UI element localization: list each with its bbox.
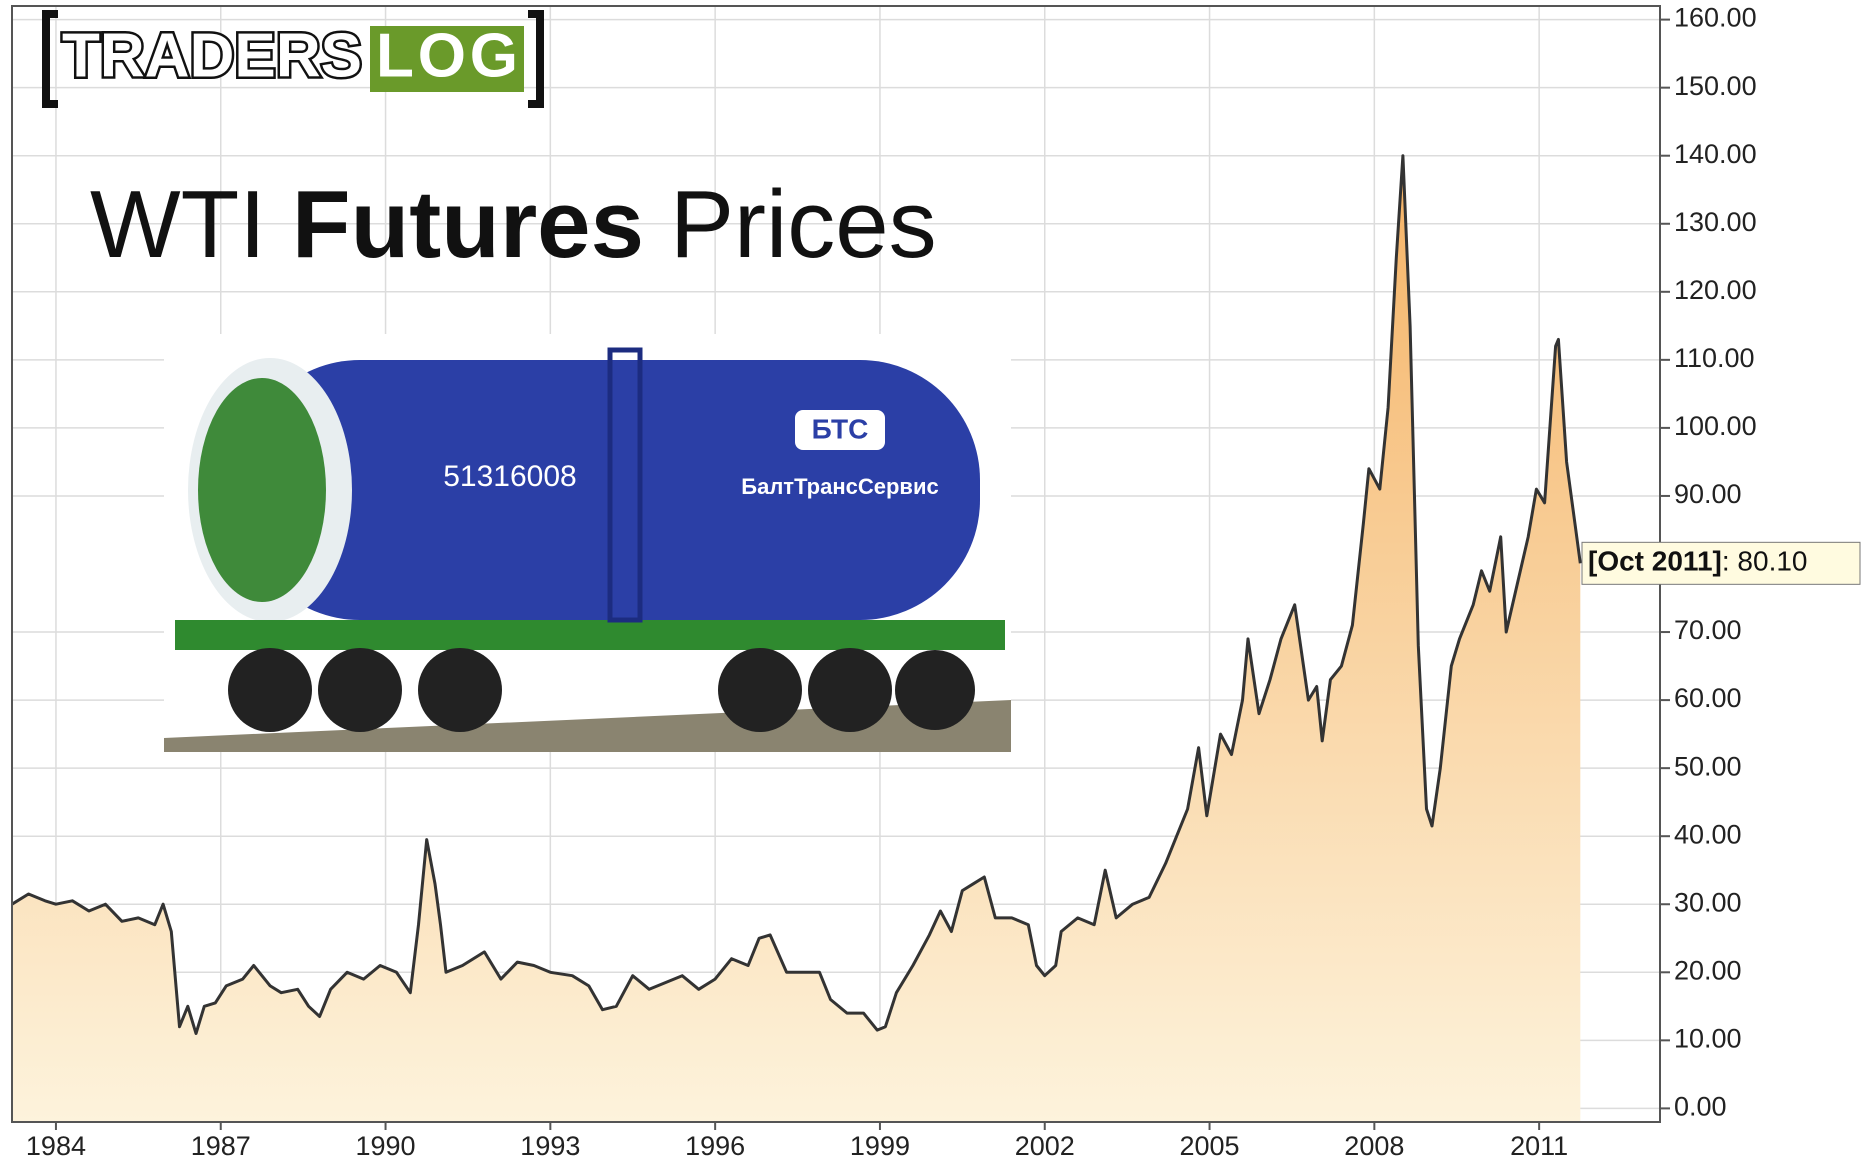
wheel bbox=[318, 648, 402, 732]
logo-text: LOG bbox=[376, 21, 518, 90]
y-tick-label: 130.00 bbox=[1674, 207, 1757, 237]
x-tick-label: 2011 bbox=[1510, 1131, 1568, 1161]
label-colon: : bbox=[1722, 546, 1738, 577]
y-tick-label: 140.00 bbox=[1674, 139, 1757, 169]
x-tick-label: 2008 bbox=[1344, 1131, 1404, 1161]
photo-label: БТС bbox=[812, 413, 869, 444]
y-tick-label: 150.00 bbox=[1674, 71, 1757, 101]
y-tick-label: 60.00 bbox=[1674, 683, 1742, 713]
photo: БТС БалтТрансСервис 51316008 bbox=[164, 334, 1011, 752]
wheel bbox=[718, 648, 802, 732]
x-tick-label: 1987 bbox=[191, 1131, 251, 1161]
y-tick-label: 110.00 bbox=[1674, 343, 1755, 373]
frame bbox=[175, 620, 1005, 650]
x-tick-label: 1999 bbox=[850, 1131, 910, 1161]
logo: TRADERS LOG bbox=[46, 14, 540, 104]
photo-label: БалтТрансСервис bbox=[741, 474, 938, 499]
y-tick-label: 160.00 bbox=[1674, 3, 1757, 33]
page: {"chart_data": {"type": "area", "logo": … bbox=[0, 0, 1869, 1163]
y-tick-label: 120.00 bbox=[1674, 275, 1757, 305]
wheel bbox=[418, 648, 502, 732]
y-tick-label: 20.00 bbox=[1674, 955, 1742, 985]
y-tick-label: 0.00 bbox=[1674, 1092, 1727, 1122]
x-tick-label: 1993 bbox=[520, 1131, 580, 1161]
y-tick-label: 100.00 bbox=[1674, 411, 1757, 441]
y-tick-label: 90.00 bbox=[1674, 479, 1742, 509]
y-tick-label: 40.00 bbox=[1674, 819, 1742, 849]
label-text: [Oct 2011]: 80.10 bbox=[1588, 546, 1808, 577]
x-tick-label: 1984 bbox=[26, 1131, 86, 1161]
title-part: Prices bbox=[670, 171, 937, 278]
photo-label: 51316008 bbox=[443, 460, 576, 493]
x-tick-label: 1990 bbox=[356, 1131, 416, 1161]
title-part: WTI bbox=[90, 171, 266, 278]
y-tick-label: 30.00 bbox=[1674, 887, 1742, 917]
title-part: Futures bbox=[292, 171, 644, 278]
logo-bracket bbox=[528, 14, 540, 104]
x-tick-label: 1996 bbox=[685, 1131, 745, 1161]
label-date: [Oct 2011] bbox=[1588, 546, 1722, 577]
chart: TRADERS LOG WTIFuturesPrices БТС БалтТра… bbox=[0, 0, 1869, 1163]
x-tick-label: 2005 bbox=[1180, 1131, 1240, 1161]
wheel bbox=[228, 648, 312, 732]
y-tick-label: 50.00 bbox=[1674, 751, 1742, 781]
last-value-label: [Oct 2011]: 80.10 bbox=[1582, 542, 1860, 584]
logo-text: TRADERS bbox=[62, 21, 362, 90]
x-tick-label: 2002 bbox=[1015, 1131, 1075, 1161]
label-value: 80.10 bbox=[1737, 546, 1807, 577]
wheel bbox=[895, 650, 975, 730]
tank-end-green bbox=[198, 378, 326, 602]
y-tick-label: 70.00 bbox=[1674, 615, 1742, 645]
y-tick-label: 10.00 bbox=[1674, 1023, 1742, 1053]
wheel bbox=[808, 648, 892, 732]
